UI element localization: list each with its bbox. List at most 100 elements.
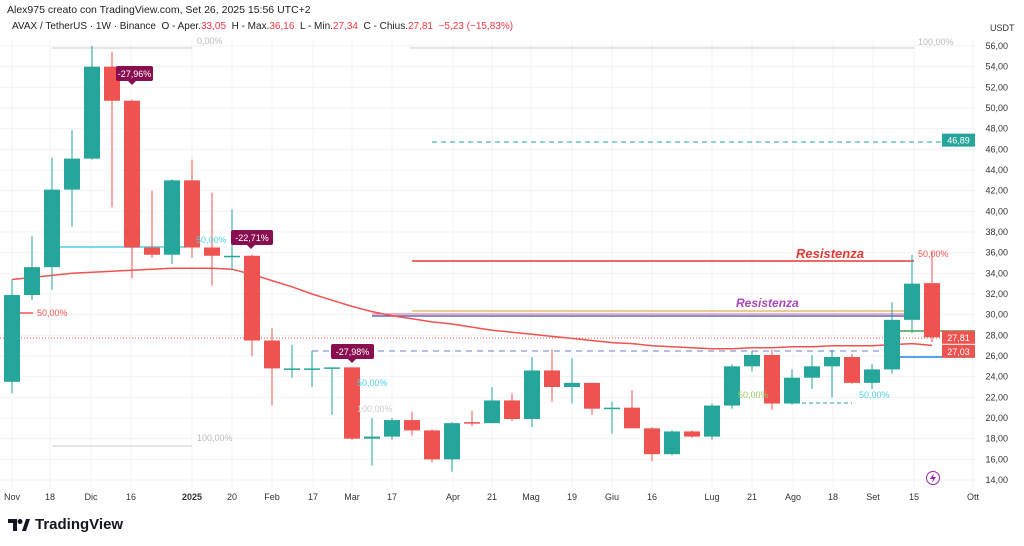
time-tick: Apr: [446, 492, 460, 502]
fib-label: 50,00%: [37, 308, 68, 318]
price-tick: 52,00: [985, 82, 1008, 92]
candles: [4, 46, 940, 472]
candle-body: [604, 407, 620, 410]
close-value: 27,81: [407, 21, 433, 32]
candle-body: [204, 247, 220, 256]
price-tick: 48,00: [985, 124, 1008, 134]
candle-body: [144, 247, 160, 255]
candle: [164, 179, 180, 265]
candle: [84, 46, 100, 160]
time-tick: 16: [126, 492, 136, 502]
candle: [444, 422, 460, 472]
time-tick: 19: [567, 492, 577, 502]
candle-body: [584, 382, 600, 409]
moving-average-line: [11, 267, 933, 350]
candle-body: [44, 189, 60, 268]
time-tick: 20: [227, 492, 237, 502]
candle: [244, 254, 260, 356]
candle: [64, 129, 80, 227]
time-tick: Set: [866, 492, 880, 502]
fib-label: 50,00%: [738, 390, 769, 400]
price-tick: 18,00: [985, 434, 1008, 444]
candle: [4, 279, 20, 394]
price-tick: 40,00: [985, 206, 1008, 216]
candle-body: [704, 405, 720, 437]
candle: [604, 401, 620, 434]
candle: [544, 349, 560, 402]
candle: [124, 99, 140, 279]
candle-body: [464, 422, 480, 424]
tradingview-logo[interactable]: TradingView: [8, 516, 123, 533]
candle-body: [544, 370, 560, 387]
candle-body: [824, 357, 840, 367]
price-tick: 26,00: [985, 351, 1008, 361]
time-tick: 2025: [182, 492, 202, 502]
time-tick: Mar: [344, 492, 360, 502]
price-tag-text: 27,03: [947, 347, 970, 357]
candle: [724, 364, 740, 409]
callout-2: -22,71%: [231, 230, 273, 249]
candle: [304, 350, 320, 387]
candle-body: [64, 158, 80, 190]
candle-body: [284, 368, 300, 370]
candle: [204, 192, 220, 286]
candle: [44, 157, 60, 290]
resistance-label-purple: Resistenza: [736, 296, 799, 310]
candle: [924, 251, 940, 343]
candle-body: [844, 357, 860, 383]
candle-body: [244, 255, 260, 341]
price-tag: 27,81: [942, 330, 975, 344]
symbol-name[interactable]: AVAX / TetherUS · 1W · Binance: [12, 21, 156, 32]
candle: [264, 328, 280, 406]
price-tick: 54,00: [985, 62, 1008, 72]
price-axis[interactable]: 56,00 54,00 52,00 50,00 48,00 46,00 44,00 42,00…: [985, 41, 1008, 485]
price-tag-bg: [942, 133, 975, 147]
price-tags: 46,89 27,81 27,03: [942, 133, 975, 358]
candle-body: [924, 283, 940, 338]
price-tag-text: 46,89: [947, 136, 970, 146]
candle: [764, 349, 780, 410]
candle-body: [404, 420, 420, 431]
price-tick: 22,00: [985, 392, 1008, 402]
candle-body: [564, 382, 580, 387]
time-tick: 18: [828, 492, 838, 502]
candle: [584, 382, 600, 415]
lightning-icon[interactable]: [926, 471, 940, 485]
candle-body: [744, 354, 760, 367]
callout-text: -22,71%: [235, 233, 269, 243]
candle: [664, 430, 680, 456]
candle: [144, 190, 160, 258]
candle: [884, 302, 900, 374]
time-tick: 16: [647, 492, 657, 502]
candle-body: [324, 367, 340, 369]
time-axis[interactable]: Nov 18 Dic 16 2025 20 Feb 17 Mar 17 Apr 21 Mag 19 Giu 1…: [4, 492, 980, 502]
price-tick: 16,00: [985, 454, 1008, 464]
price-tag-bg: [942, 330, 975, 344]
candle-body: [344, 367, 360, 439]
callout-text: -27,96%: [118, 69, 152, 79]
price-chart[interactable]: 0,00% 100,00% 50,00% 50,00% 50,00% 100,0…: [0, 0, 1024, 510]
candle: [384, 418, 400, 440]
fib-label: 50,00%: [357, 378, 388, 388]
candle: [484, 387, 500, 424]
price-tick: 56,00: [985, 41, 1008, 51]
fib-label: 50,00%: [918, 249, 949, 259]
candle: [284, 344, 300, 378]
time-tick: 17: [387, 492, 397, 502]
candle-body: [24, 267, 40, 296]
candle: [24, 236, 40, 301]
fib-label: 100,00%: [918, 37, 954, 47]
candle-body: [724, 366, 740, 406]
time-tick: 21: [487, 492, 497, 502]
candle: [344, 367, 360, 440]
price-tick: 30,00: [985, 310, 1008, 320]
candle-body: [904, 283, 920, 320]
logo-text: TradingView: [35, 516, 124, 533]
candle: [324, 367, 340, 415]
candle-body: [364, 436, 380, 439]
price-tag: 46,89: [942, 133, 975, 147]
candle: [804, 354, 820, 390]
price-tick: 42,00: [985, 186, 1008, 196]
high-value: 36,16: [269, 21, 295, 32]
fib-label: 100,00%: [197, 433, 233, 443]
